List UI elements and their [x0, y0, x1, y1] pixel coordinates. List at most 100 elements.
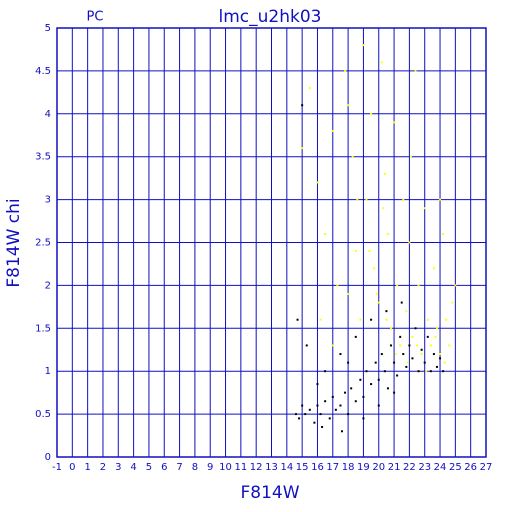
- point: [435, 327, 438, 330]
- x-tick-label: 5: [146, 462, 152, 473]
- point: [396, 374, 399, 377]
- x-tick-label: 26: [464, 462, 477, 473]
- point: [380, 353, 383, 356]
- point: [442, 370, 445, 373]
- point: [380, 61, 383, 64]
- point: [324, 400, 327, 403]
- point: [328, 417, 331, 420]
- point: [321, 425, 324, 428]
- point: [429, 344, 432, 347]
- x-tick-label: 17: [326, 462, 339, 473]
- x-tick-label: 8: [192, 462, 198, 473]
- point: [296, 318, 299, 321]
- point: [377, 301, 380, 304]
- point: [324, 370, 327, 373]
- point: [411, 335, 414, 338]
- point: [350, 387, 353, 390]
- point: [301, 104, 304, 107]
- y-tick-label: 3.5: [35, 152, 51, 163]
- point: [386, 387, 389, 390]
- x-tick-label: 3: [115, 462, 121, 473]
- point: [454, 284, 457, 287]
- point: [354, 335, 357, 338]
- point: [425, 370, 428, 373]
- point: [316, 383, 319, 386]
- x-tick-label: 19: [357, 462, 370, 473]
- point: [359, 378, 362, 381]
- point: [406, 361, 409, 364]
- point: [414, 69, 417, 72]
- point: [432, 267, 435, 270]
- point: [426, 335, 429, 338]
- point: [382, 207, 385, 210]
- point: [390, 327, 393, 330]
- point: [340, 430, 343, 433]
- point: [308, 87, 311, 90]
- point: [426, 318, 429, 321]
- point: [313, 421, 316, 424]
- point: [420, 348, 423, 351]
- x-tick-label: 2: [100, 462, 106, 473]
- point: [347, 104, 350, 107]
- point: [405, 365, 408, 368]
- point: [354, 250, 357, 253]
- x-tick-label: 27: [480, 462, 493, 473]
- point: [339, 404, 342, 407]
- point: [319, 413, 322, 416]
- point: [451, 301, 454, 304]
- point: [439, 198, 442, 201]
- point: [443, 361, 446, 364]
- x-tick-label: 14: [280, 462, 293, 473]
- point: [383, 370, 386, 373]
- point: [356, 198, 359, 201]
- y-tick-label: 3: [45, 195, 51, 206]
- y-tick-label: 0.5: [35, 409, 51, 420]
- y-tick-label: 1.5: [35, 323, 51, 334]
- point: [344, 69, 347, 72]
- point: [423, 207, 426, 210]
- point: [324, 232, 327, 235]
- point: [376, 292, 379, 295]
- point: [416, 344, 419, 347]
- y-tick-label: 5: [45, 23, 51, 34]
- x-tick-label: 25: [449, 462, 462, 473]
- point: [304, 413, 307, 416]
- point: [409, 155, 412, 158]
- x-tick-label: 4: [130, 462, 136, 473]
- point: [385, 318, 388, 321]
- x-tick-label: 10: [219, 462, 232, 473]
- x-tick-label: 24: [434, 462, 447, 473]
- point: [394, 353, 397, 356]
- point: [347, 361, 350, 364]
- x-tick-label: 13: [265, 462, 278, 473]
- x-tick-label: 21: [388, 462, 401, 473]
- point: [344, 391, 347, 394]
- y-tick-label: 0: [45, 452, 51, 463]
- point: [399, 344, 402, 347]
- point: [417, 284, 420, 287]
- point: [331, 129, 334, 132]
- y-tick-label: 2.5: [35, 238, 51, 249]
- point: [445, 318, 448, 321]
- point: [432, 353, 435, 356]
- point: [362, 395, 365, 398]
- point: [385, 310, 388, 313]
- x-tick-label: 12: [250, 462, 263, 473]
- chart-title: lmc_u2hk03: [219, 7, 322, 27]
- x-tick-label: 15: [296, 462, 309, 473]
- point: [359, 318, 362, 321]
- point: [434, 335, 437, 338]
- x-tick-label: 0: [69, 462, 75, 473]
- point: [319, 318, 322, 321]
- x-tick-label: 6: [161, 462, 167, 473]
- point: [362, 417, 365, 420]
- x-tick-label: 1: [84, 462, 90, 473]
- point: [439, 353, 442, 356]
- point: [370, 112, 373, 115]
- x-tick-label: -1: [52, 462, 62, 473]
- point: [405, 310, 408, 313]
- point: [429, 370, 432, 373]
- x-tick-label: 20: [372, 462, 385, 473]
- point: [370, 318, 373, 321]
